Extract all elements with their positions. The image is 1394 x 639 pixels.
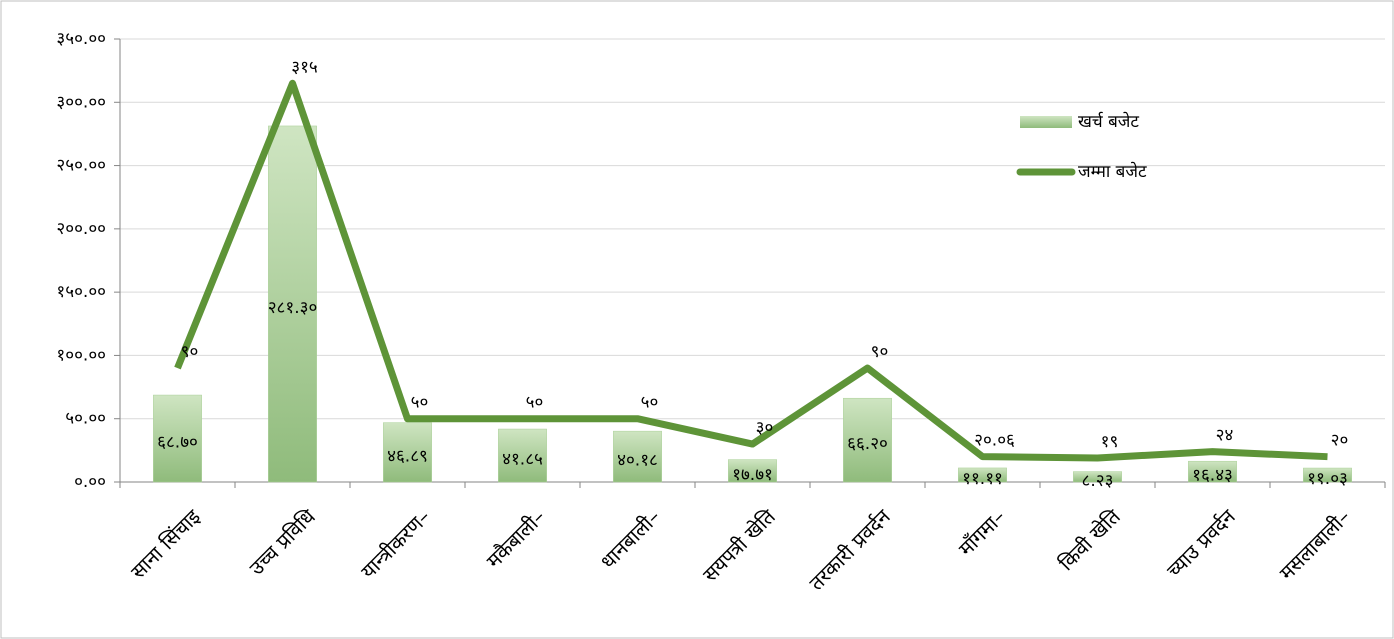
line	[174, 79, 1328, 462]
value-label: ९०	[871, 342, 889, 362]
value-label: ४६.८९	[387, 446, 428, 466]
value-label: ३०	[756, 418, 774, 438]
bar	[1073, 471, 1122, 483]
value-label: २०	[1331, 431, 1349, 451]
bar	[613, 430, 662, 483]
value-label: २०.०६	[974, 431, 1015, 451]
bar	[153, 394, 202, 483]
bar	[843, 397, 892, 483]
value-label: ११.०३	[1307, 469, 1348, 489]
bar	[498, 428, 547, 483]
value-label: ९०	[181, 342, 199, 362]
bar	[1303, 467, 1352, 483]
value-label: ५०	[411, 393, 429, 413]
value-label: १६.४३	[1192, 466, 1233, 486]
value-label: ५०	[641, 393, 659, 413]
legend-label: खर्च बजेट	[1078, 111, 1139, 132]
y-tick-label: १५०.००	[56, 282, 106, 302]
bar	[958, 467, 1007, 483]
value-label: ८.२३	[1082, 471, 1114, 491]
value-label: ६६.२०	[847, 434, 888, 454]
value-label: ५०	[526, 393, 544, 413]
y-tick-label: २००.००	[56, 219, 106, 239]
bar	[383, 422, 432, 483]
y-tick-label: ३००.००	[56, 92, 106, 112]
y-tick-label: २५०.००	[56, 156, 106, 176]
legend-swatch	[1020, 116, 1072, 128]
value-label: ३१५	[291, 57, 318, 77]
value-label: ४१.८५	[502, 450, 543, 470]
value-label: ६८.७०	[157, 433, 198, 453]
bar	[1188, 460, 1237, 483]
value-label: ११.११	[962, 469, 1003, 489]
y-tick-label: ५०.००	[65, 409, 106, 429]
value-label: २४	[1216, 426, 1234, 446]
bar	[268, 125, 317, 483]
value-label: ४०.१८	[617, 451, 658, 471]
bar	[728, 459, 777, 483]
y-tick-label: ०.००	[74, 472, 106, 492]
value-label: १९	[1101, 432, 1119, 452]
value-label: २८१.३०	[268, 298, 318, 318]
y-tick-label: ३५०.००	[56, 29, 106, 49]
y-tick-label: १००.००	[56, 345, 106, 365]
legend-label: जम्मा बजेट	[1078, 161, 1147, 182]
value-label: १७.७१	[732, 465, 773, 485]
